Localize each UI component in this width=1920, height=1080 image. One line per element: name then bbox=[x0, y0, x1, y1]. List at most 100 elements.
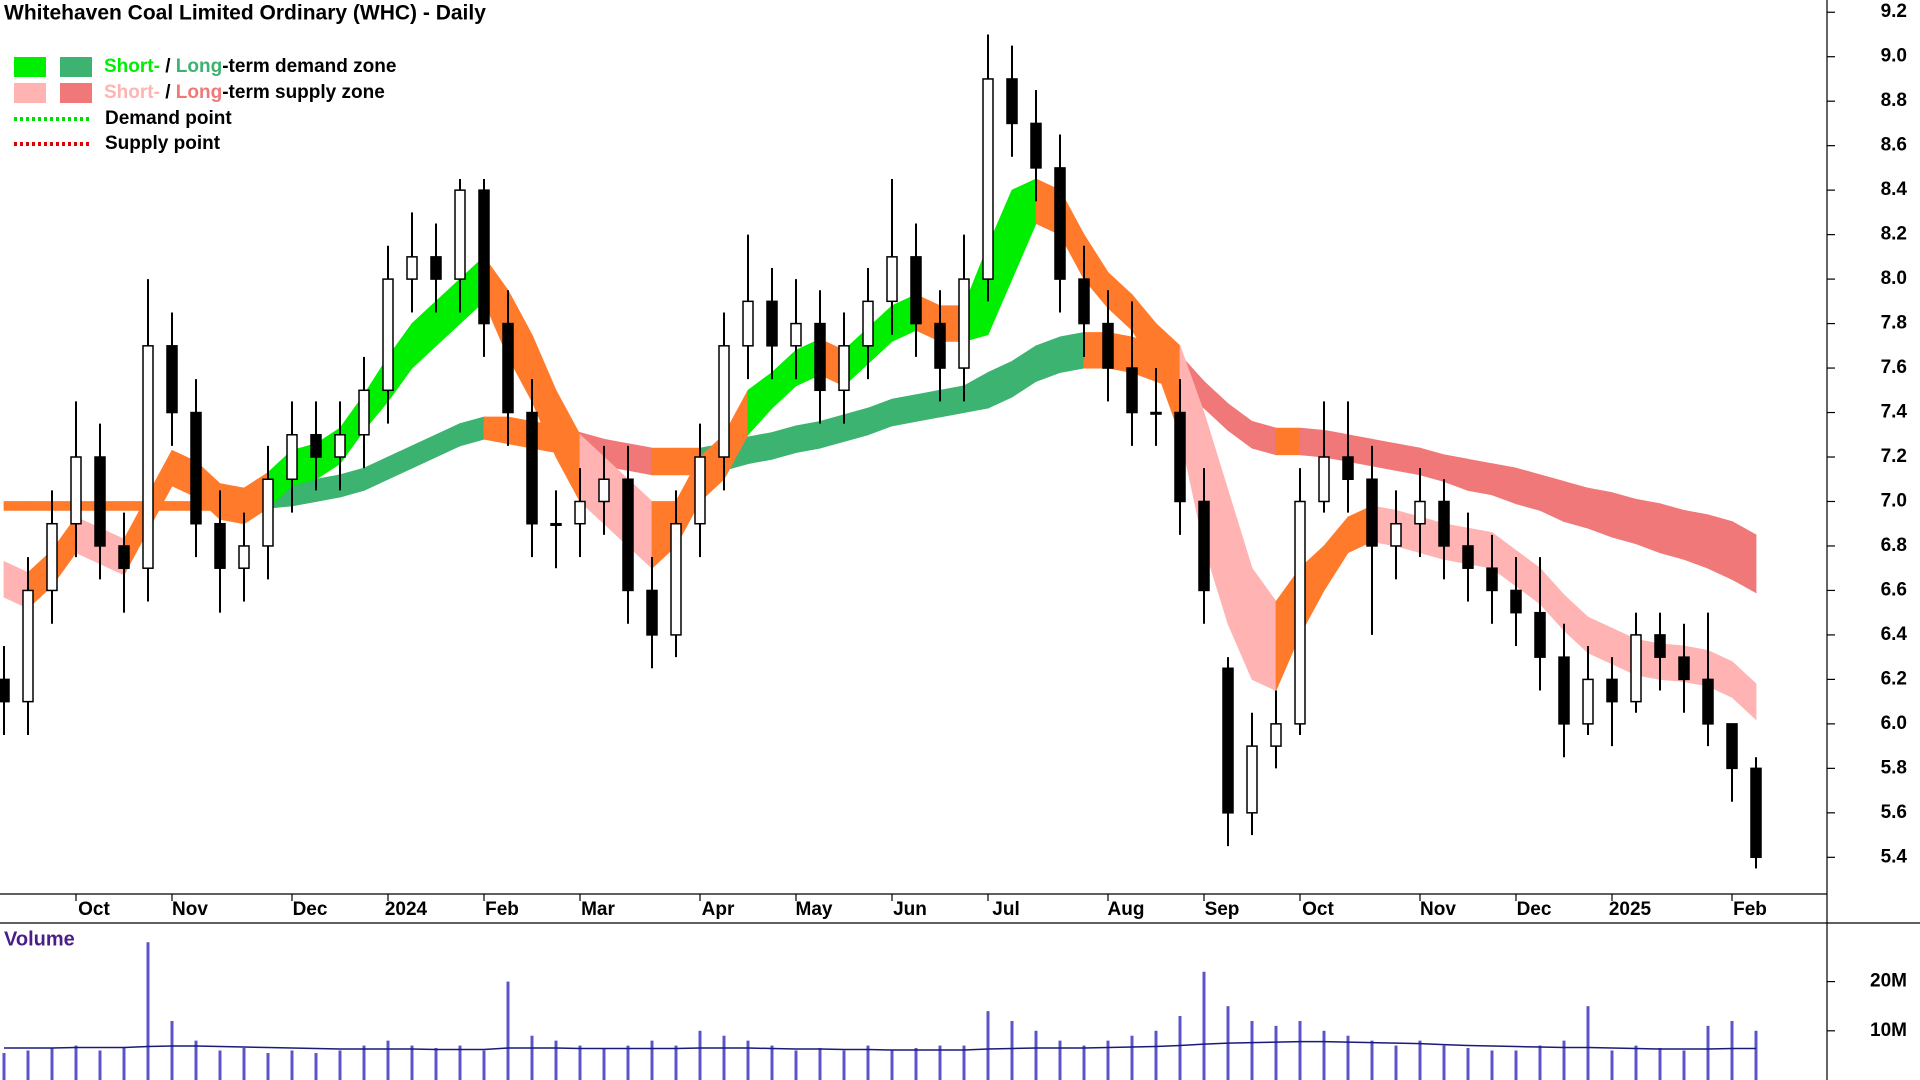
volume-bar bbox=[1418, 1040, 1422, 1080]
x-tick-label: Feb bbox=[485, 899, 519, 920]
candle-body bbox=[118, 545, 130, 569]
candle-body bbox=[430, 256, 442, 280]
volume-bar bbox=[1034, 1030, 1038, 1080]
candle-body bbox=[1750, 767, 1762, 859]
long-zone-segment bbox=[891, 394, 917, 427]
candle-body bbox=[1102, 322, 1114, 369]
short-zone-segment bbox=[219, 483, 245, 525]
volume-bar bbox=[938, 1045, 942, 1080]
y-tick-label: 6.8 bbox=[1881, 535, 1907, 556]
legend-label-part: Long bbox=[176, 82, 222, 103]
candle-body bbox=[838, 345, 850, 392]
x-tick-label: Jun bbox=[893, 899, 927, 920]
candle-body bbox=[694, 456, 706, 525]
long-zone-segment bbox=[1467, 458, 1493, 496]
candle-body bbox=[1534, 611, 1546, 658]
candle-body bbox=[46, 522, 58, 592]
x-tick-label: Dec bbox=[1517, 899, 1552, 920]
volume-bar bbox=[362, 1045, 366, 1080]
long-zone-segment bbox=[939, 385, 965, 418]
candle-body bbox=[1294, 500, 1306, 725]
candle-body bbox=[1462, 545, 1474, 569]
candle-body bbox=[166, 345, 178, 414]
x-tick-label: Nov bbox=[172, 899, 208, 920]
candle-body bbox=[358, 389, 370, 436]
volume-bar bbox=[1514, 1050, 1518, 1080]
candle-body bbox=[598, 478, 610, 503]
legend-swatch bbox=[60, 83, 92, 103]
volume-bar bbox=[482, 1050, 486, 1080]
candle-body bbox=[1702, 678, 1714, 725]
volume-bar bbox=[194, 1040, 198, 1080]
zones bbox=[3, 178, 1757, 721]
candle-body bbox=[262, 478, 274, 547]
legend-label-part: Short- bbox=[104, 56, 160, 77]
volume-bar bbox=[1754, 1030, 1758, 1080]
volume-bar bbox=[1346, 1035, 1350, 1080]
candle-body bbox=[1390, 522, 1402, 547]
x-tick-label: Aug bbox=[1108, 899, 1145, 920]
candle-body bbox=[1630, 634, 1642, 703]
volume-bar bbox=[1370, 1040, 1374, 1080]
y-tick-label: 5.4 bbox=[1881, 846, 1908, 867]
volume-bar bbox=[146, 942, 150, 1080]
y-tick-label: 9.2 bbox=[1881, 1, 1907, 22]
volume-bar bbox=[1538, 1045, 1542, 1080]
volume-bar bbox=[1394, 1045, 1398, 1080]
y-tick-label: 8.8 bbox=[1881, 90, 1907, 111]
y-tick-label: 7.6 bbox=[1881, 357, 1907, 378]
x-tick-label: May bbox=[796, 899, 833, 920]
candle-body bbox=[502, 322, 514, 414]
long-zone-segment bbox=[1275, 427, 1301, 456]
long-zone-segment bbox=[651, 447, 677, 476]
legend-label-part: Short- bbox=[104, 82, 160, 103]
long-zone-segment bbox=[1515, 467, 1541, 511]
volume-bar bbox=[74, 1045, 78, 1080]
candle-body bbox=[1582, 678, 1594, 725]
volume-bar bbox=[1202, 971, 1206, 1080]
candle-body bbox=[550, 522, 562, 526]
volume-bar bbox=[1730, 1020, 1734, 1080]
candle-body bbox=[718, 345, 730, 458]
volume-y-tick-label: 20M bbox=[1870, 971, 1907, 992]
x-tick-label: Jul bbox=[992, 899, 1019, 920]
candles bbox=[0, 34, 1762, 869]
candle-body bbox=[1318, 456, 1330, 503]
legend-label: Demand point bbox=[105, 108, 232, 129]
volume-bar bbox=[218, 1050, 222, 1080]
volume-bar bbox=[314, 1052, 318, 1080]
candle-body bbox=[934, 322, 946, 369]
candle-body bbox=[70, 456, 82, 525]
candle-body bbox=[0, 678, 10, 703]
volume-bar bbox=[26, 1050, 30, 1080]
legend-label: Short- / Long-term supply zone bbox=[104, 82, 385, 103]
volume-bar bbox=[986, 1011, 990, 1080]
long-zone-segment bbox=[27, 501, 53, 511]
candle-body bbox=[142, 345, 154, 569]
candle-body bbox=[886, 256, 898, 303]
candle-body bbox=[238, 545, 250, 569]
legend-label-part: / bbox=[160, 56, 176, 77]
volume-bar bbox=[962, 1045, 966, 1080]
axes: 5.4 5.6 5.8 6.0 6.2 6.4 6.6 6.8 7.0 7.2 7.4 7.6 7.8 8… bbox=[75, 1, 1908, 1041]
volume-bar bbox=[818, 1048, 822, 1080]
volume-bar bbox=[386, 1040, 390, 1080]
candle-body bbox=[1006, 78, 1018, 125]
candle-body bbox=[1558, 656, 1570, 725]
volume-bar bbox=[266, 1052, 270, 1080]
candle-body bbox=[94, 456, 106, 547]
y-tick-label: 8.6 bbox=[1881, 135, 1907, 156]
candle-body bbox=[1054, 167, 1066, 280]
candle-body bbox=[1198, 500, 1210, 592]
long-zone-segment bbox=[315, 474, 341, 502]
candle-body bbox=[742, 300, 754, 347]
x-tick-label: Dec bbox=[293, 899, 328, 920]
long-zone-segment bbox=[1611, 492, 1637, 545]
y-tick-label: 6.4 bbox=[1881, 624, 1908, 645]
long-zone-segment bbox=[1059, 331, 1085, 373]
volume-bar bbox=[1586, 1006, 1590, 1080]
candle-body bbox=[1222, 667, 1234, 814]
volume-bar bbox=[1274, 1025, 1278, 1080]
volume-label: Volume bbox=[4, 928, 75, 950]
